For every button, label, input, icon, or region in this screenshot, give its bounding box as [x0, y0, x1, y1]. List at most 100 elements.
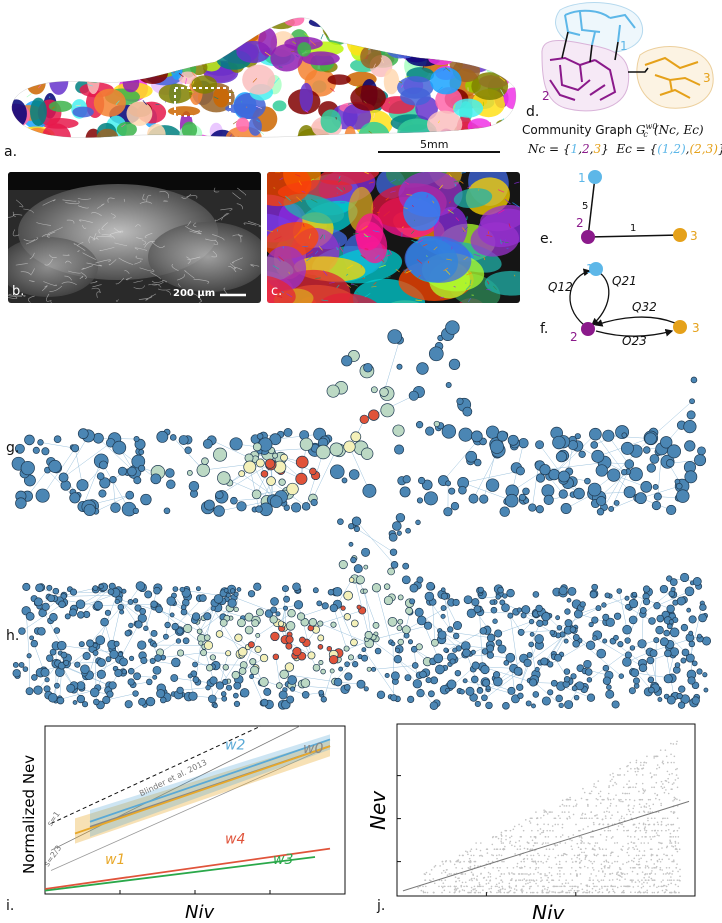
scatter-point: [482, 889, 484, 891]
network-node: [471, 676, 478, 683]
network-node: [339, 560, 347, 568]
tissue-community-blob: [242, 65, 275, 95]
scatter-point: [673, 830, 675, 832]
network-node: [684, 441, 695, 452]
scatter-point: [529, 886, 531, 888]
network-node: [86, 640, 93, 647]
tissue-filament: [20, 13, 25, 18]
network-node: [189, 481, 199, 491]
scatter-point: [590, 793, 592, 795]
scatter-point: [553, 879, 555, 881]
scatter-point: [636, 827, 638, 829]
scatter-point: [623, 786, 625, 788]
tissue-filament: [168, 52, 169, 54]
scatter-point: [633, 842, 635, 844]
network-node: [224, 588, 228, 592]
scatter-point: [638, 791, 640, 793]
network-node: [244, 461, 256, 473]
scatter-point: [535, 836, 537, 838]
network-node: [285, 663, 294, 672]
scatter-point: [533, 845, 535, 847]
scatter-point: [472, 874, 474, 876]
scatter-point: [594, 886, 596, 888]
tissue-community-blob: [258, 28, 277, 57]
scatter-point: [469, 858, 471, 860]
tissue-community-blob: [123, 74, 140, 92]
network-node: [188, 674, 192, 678]
series-label-w1: w1: [105, 852, 125, 868]
network-node: [375, 648, 381, 654]
scatter-point: [537, 817, 539, 819]
network-node: [288, 676, 297, 685]
scatter-point: [495, 836, 497, 838]
community-network-h: [0, 506, 722, 716]
micro-fiber: [16, 200, 23, 207]
scatter-point: [509, 883, 511, 885]
network-node: [625, 652, 631, 658]
scatter-point: [535, 869, 537, 871]
scatter-point: [660, 861, 662, 863]
scatter-point: [552, 830, 554, 832]
network-node: [556, 695, 563, 702]
network-node: [293, 647, 301, 655]
scatter-point: [668, 858, 670, 860]
scatter-point: [482, 886, 484, 888]
network-node: [313, 664, 320, 671]
network-node: [118, 467, 126, 475]
scatter-point: [549, 830, 551, 832]
network-node: [77, 611, 84, 618]
scatter-point: [593, 786, 595, 788]
scatter-point: [587, 804, 589, 806]
network-node: [99, 490, 106, 497]
scatter-point: [676, 863, 678, 865]
network-node: [660, 638, 668, 646]
scatter-point: [429, 879, 431, 881]
network-node: [216, 491, 224, 499]
network-node: [348, 655, 353, 660]
network-node: [529, 679, 536, 686]
scatter-point: [608, 793, 610, 795]
scatter-point: [580, 817, 582, 819]
scatter-point: [607, 799, 609, 801]
network-node: [403, 563, 409, 569]
scatter-point: [551, 891, 553, 893]
scatter-point: [626, 852, 628, 854]
network-node: [446, 321, 460, 335]
scatter-point: [579, 854, 581, 856]
network-node: [471, 650, 475, 654]
scatter-point: [546, 848, 548, 850]
scatter-point: [665, 891, 667, 893]
network-node: [391, 642, 395, 646]
network-node: [426, 582, 434, 590]
tissue-filament: [27, 93, 32, 97]
network-node: [267, 477, 276, 486]
scatter-point: [614, 842, 616, 844]
scatter-point: [660, 803, 662, 805]
scatter-point: [613, 891, 615, 893]
network-node: [171, 674, 178, 681]
network-node: [342, 478, 347, 483]
tissue-filament: [454, 36, 457, 39]
scatter-point: [651, 855, 653, 857]
network-node: [597, 496, 606, 505]
network-node: [344, 441, 356, 453]
scatter-point: [526, 873, 528, 875]
network-node: [633, 678, 639, 684]
network-node: [481, 665, 490, 674]
network-node: [297, 613, 305, 621]
network-node: [402, 576, 410, 584]
scatter-point: [577, 887, 579, 889]
network-node: [108, 589, 114, 595]
scatter-point: [517, 848, 519, 850]
scatter-point: [521, 892, 523, 894]
network-node: [170, 613, 174, 617]
network-node: [309, 468, 316, 475]
scatter-point: [487, 852, 489, 854]
network-node: [232, 671, 240, 679]
network-node: [550, 630, 555, 635]
scatter-point: [569, 886, 571, 888]
network-node: [337, 519, 343, 525]
scatter-point: [674, 799, 676, 801]
scatter-point: [542, 831, 544, 833]
